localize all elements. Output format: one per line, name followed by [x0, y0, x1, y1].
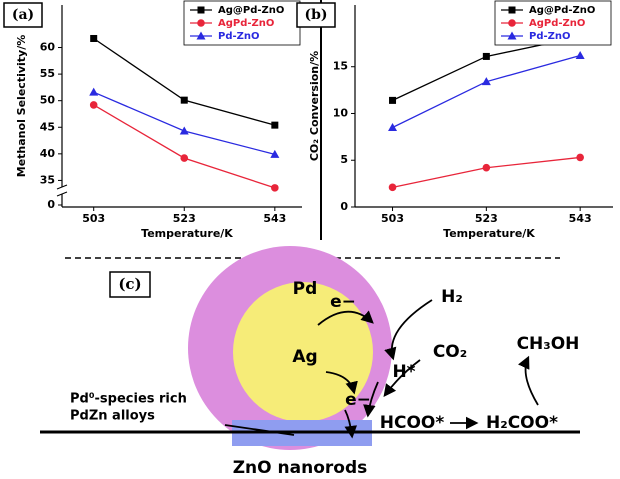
point [270, 149, 280, 158]
legend-label: AgPd-ZnO [218, 18, 274, 29]
label-hcoo: HCOO* [380, 413, 445, 433]
series-line [392, 36, 581, 101]
label-species: Pd⁰-species rich [70, 392, 187, 407]
point [271, 121, 279, 129]
point [271, 184, 279, 192]
label-ag: Ag [292, 347, 317, 367]
legend-label: Ag@Pd-ZnO [218, 5, 284, 16]
x-axis-label: Temperature/K [141, 227, 233, 240]
chart: 0 35 40 45 50 55 60 503 523 543 Temperature/K Metha… [3, 0, 302, 240]
y-tick-label: 50 [40, 94, 56, 107]
y-tick-label: 15 [333, 60, 348, 73]
legend-label: Ag@Pd-ZnO [529, 5, 595, 16]
label-co2: CO₂ [433, 342, 467, 362]
point [179, 126, 189, 135]
panel-box [3, 2, 43, 28]
point [389, 96, 397, 104]
series-line [392, 156, 581, 188]
y-tick-label: 0 [47, 198, 55, 211]
point [388, 183, 397, 192]
x-tick-label: 543 [263, 212, 286, 225]
legend-label: AgPd-ZnO [529, 18, 585, 29]
y-tick-label: 0 [340, 200, 348, 213]
panel-box [109, 271, 151, 298]
legend-label: Pd-ZnO [529, 31, 571, 42]
arrows [224, 299, 539, 439]
label-electron: e− [345, 390, 371, 410]
panel-label: (c) [118, 275, 141, 293]
label-pd: Pd [293, 279, 318, 299]
legend-marker [196, 31, 206, 40]
y-tick-label: 60 [40, 41, 56, 54]
point [89, 101, 98, 109]
point [180, 154, 189, 162]
y-tick-label: 35 [40, 173, 55, 186]
legend-marker [507, 31, 517, 40]
axis-break [56, 191, 68, 197]
point [481, 77, 491, 86]
label-h2coo: H₂COO* [486, 413, 558, 433]
point [482, 163, 491, 172]
y-axis-label: CO₂ Conversion/% [308, 51, 321, 161]
panel-label: (b) [304, 7, 327, 23]
point [482, 52, 490, 60]
point [575, 51, 585, 59]
label-h2: H₂ [441, 287, 463, 307]
point [90, 34, 98, 42]
label-electron: e− [330, 292, 356, 312]
ag-core [233, 282, 373, 422]
label-h-star: H* [392, 362, 415, 382]
point [576, 153, 584, 162]
x-tick-label: 503 [82, 212, 105, 225]
x-tick-label: 523 [475, 212, 498, 225]
legend-label: Pd-ZnO [218, 31, 260, 42]
chart: 0 5 10 15 503 523 543 Temperature/K CO₂ Conversi… [296, 0, 613, 240]
x-tick-label: 503 [381, 212, 404, 225]
y-tick-label: 45 [40, 120, 55, 133]
point [388, 123, 398, 132]
series-line [93, 37, 276, 126]
x-axis-label: Temperature/K [443, 227, 535, 240]
panel-box [296, 2, 336, 28]
series-line [392, 54, 581, 129]
x-tick-label: 523 [173, 212, 196, 225]
y-tick-label: 40 [40, 147, 56, 160]
label-ch3oh: CH₃OH [517, 334, 580, 354]
y-tick-label: 10 [333, 106, 349, 119]
panel-label: (a) [12, 7, 34, 23]
point [89, 87, 99, 96]
y-tick-label: 5 [340, 153, 348, 166]
diagram: (c) Pd e− Ag e− H₂ CO₂ H* CH₃OH HCOO* H₂… [40, 246, 580, 478]
point [180, 96, 188, 104]
axis-break [56, 184, 68, 190]
label-species: PdZn alloys [70, 409, 155, 424]
label-support: ZnO nanorods [233, 458, 368, 478]
y-tick-label: 55 [40, 67, 55, 80]
legend-marker [508, 6, 516, 14]
legend-marker [197, 19, 205, 27]
y-axis-label: Methanol Selectivity/% [15, 35, 28, 177]
legend-marker [197, 6, 205, 14]
x-tick-label: 543 [569, 212, 592, 225]
legend-marker [508, 19, 516, 27]
